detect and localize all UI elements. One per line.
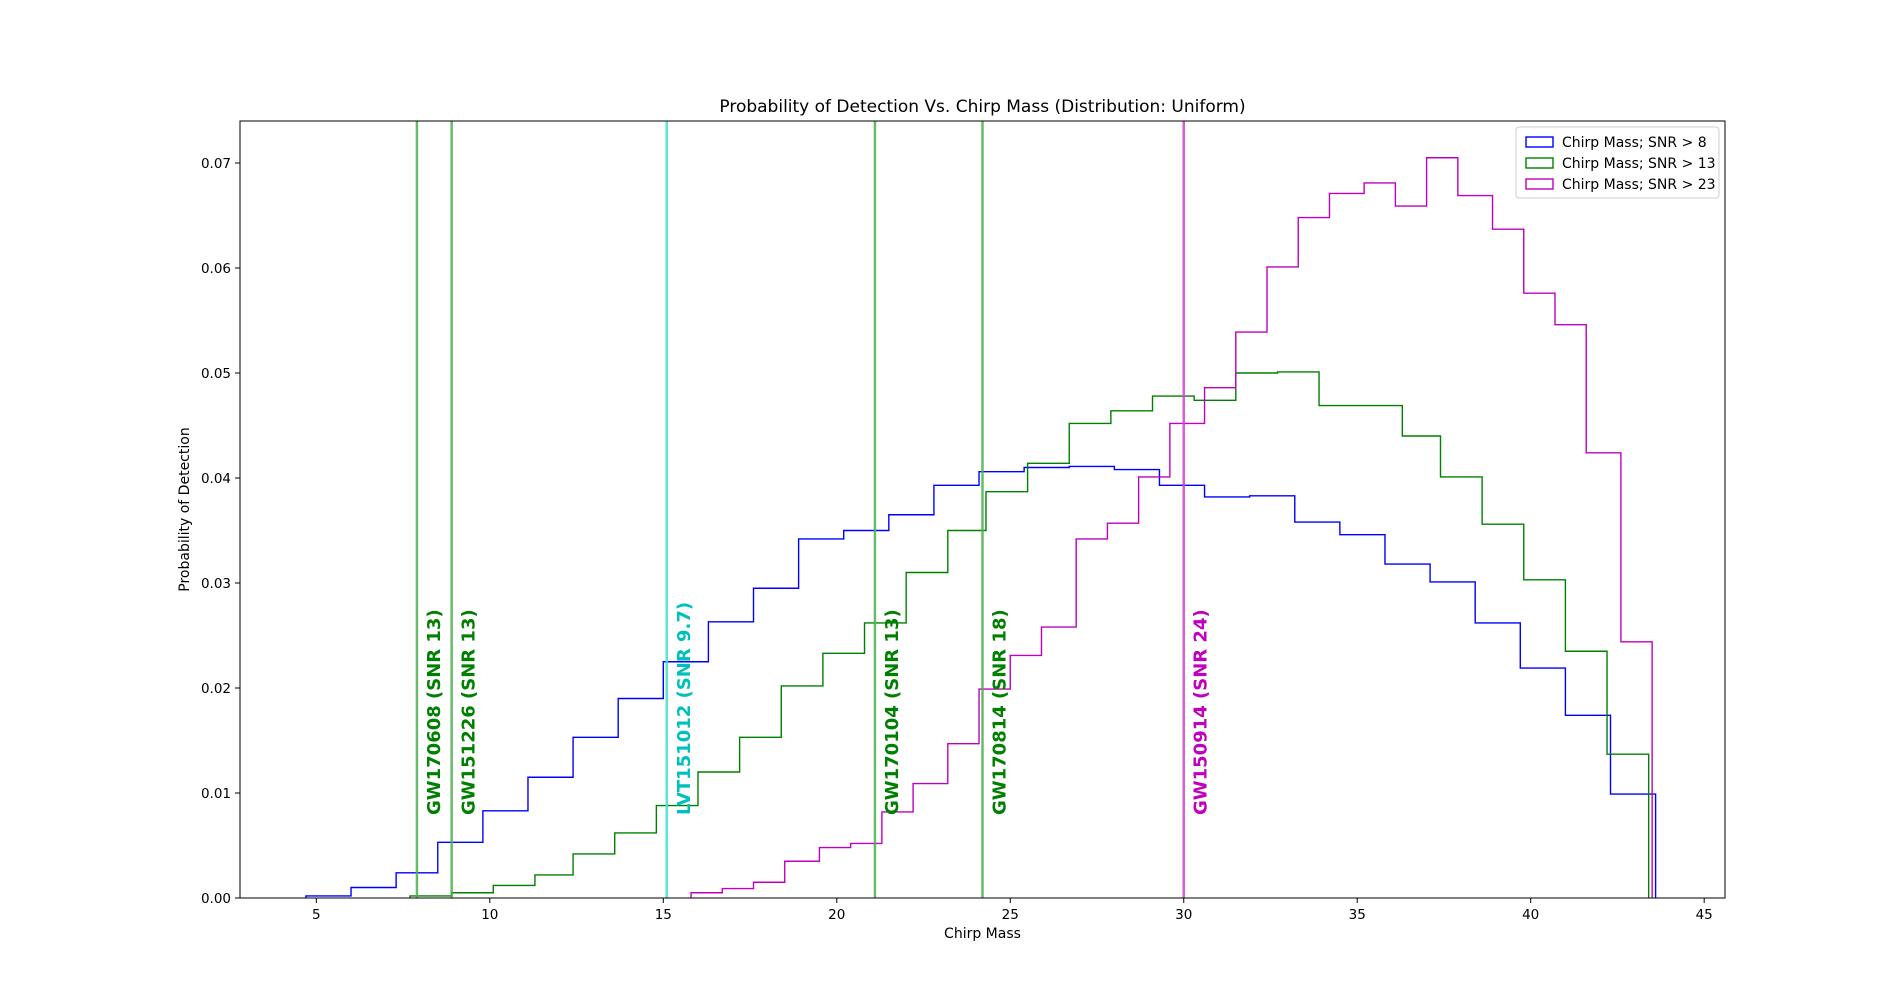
y-axis-label: Probability of Detection [177, 427, 193, 591]
y-tick-label-7: 0.07 [201, 156, 231, 172]
x-tick-label-3: 20 [828, 907, 845, 923]
legend-swatch-0 [1525, 136, 1554, 148]
legend-label-1: Chirp Mass; SNR > 13 [1562, 156, 1716, 172]
x-tick-label-2: 15 [655, 907, 672, 923]
event-label-2: LVT151012 (SNR 9.7) [674, 602, 695, 815]
y-tick-label-1: 0.01 [201, 786, 231, 802]
x-tick-label-6: 35 [1349, 907, 1366, 923]
y-tick-label-2: 0.02 [201, 681, 231, 697]
axes-frame [239, 120, 1726, 899]
event-label-3: GW170104 (SNR 13) [882, 609, 903, 815]
event-label-4: GW170814 (SNR 18) [990, 609, 1011, 815]
event-label-1: GW151226 (SNR 13) [459, 609, 480, 815]
y-tick-label-3: 0.03 [201, 576, 231, 592]
y-tick-label-6: 0.06 [201, 261, 231, 277]
event-label-0: GW170608 (SNR 13) [424, 609, 445, 815]
y-tick-label-5: 0.05 [201, 366, 231, 382]
legend-label-2: Chirp Mass; SNR > 23 [1562, 177, 1716, 193]
x-tick-label-1: 10 [481, 907, 498, 923]
x-tick-label-5: 30 [1175, 907, 1192, 923]
series-layer [305, 157, 1657, 898]
x-tick-label-0: 5 [312, 907, 321, 923]
legend-swatch-2 [1525, 178, 1554, 190]
legend-swatch-1 [1525, 157, 1554, 169]
series-line-2 [690, 157, 1653, 898]
legend: Chirp Mass; SNR > 8 Chirp Mass; SNR > 13 C… [1515, 126, 1720, 199]
axes-layer: 5 10 15 20 25 30 35 40 45 0.00 0.01 0.02 0.03 0.04 0.0… [201, 120, 1726, 923]
legend-label-0: Chirp Mass; SNR > 8 [1562, 135, 1707, 151]
series-line-0 [305, 465, 1657, 898]
legend-box [1515, 126, 1720, 199]
event-label-5: GW150914 (SNR 24) [1191, 609, 1212, 815]
series-line-1 [409, 371, 1650, 898]
y-tick-label-4: 0.04 [201, 471, 231, 487]
x-tick-label-4: 25 [1002, 907, 1019, 923]
event-layer: GW170608 (SNR 13) GW151226 (SNR 13) LVT151… [415, 121, 1212, 898]
x-tick-label-7: 40 [1522, 907, 1539, 923]
chart-title: Probability of Detection Vs. Chirp Mass … [719, 97, 1245, 117]
x-tick-label-8: 45 [1696, 907, 1713, 923]
y-tick-label-0: 0.00 [201, 891, 231, 907]
x-axis-label: Chirp Mass [944, 926, 1021, 942]
